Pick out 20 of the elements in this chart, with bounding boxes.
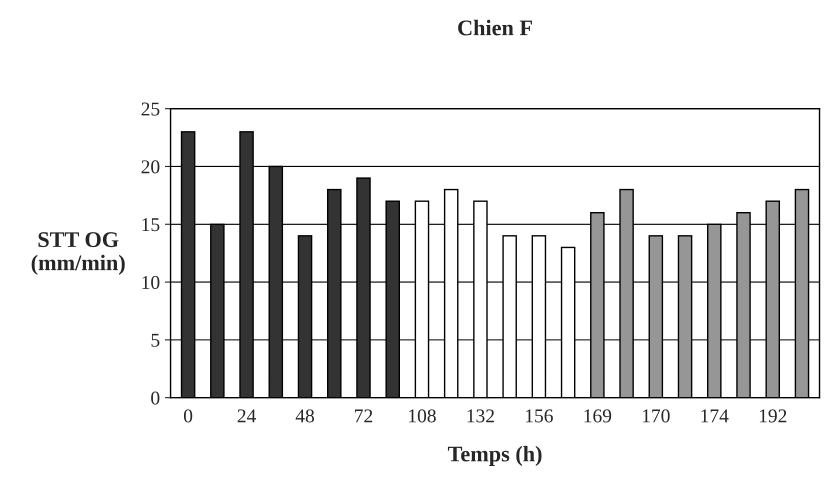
x-tick-label: 72 [355,409,372,422]
y-tick-label: 15 [142,218,160,232]
x-tick-label: 0 [184,409,192,422]
x-tick-label: 108 [409,409,436,422]
x-tick-label: 170 [642,409,670,422]
chart-title: Chien F [458,20,532,36]
y-tick-label: 5 [152,334,160,347]
x-tick-label: 156 [526,409,553,422]
x-tick-label: 24 [238,409,256,422]
y-tick-label: 0 [151,391,160,405]
y-axis-title: STT OG (mm/min) [32,232,125,275]
y-tick-label: 10 [142,276,160,290]
x-tick-label: 192 [760,409,786,422]
y-tick-label: 25 [142,102,160,116]
x-tick-label: 132 [468,409,494,422]
y-tick-label: 20 [142,160,160,174]
x-tick-label: 48 [296,409,314,422]
x-axis-title: Temps (h) [448,446,542,466]
x-tick-label: 174 [701,409,729,422]
x-tick-label: 169 [584,409,612,422]
